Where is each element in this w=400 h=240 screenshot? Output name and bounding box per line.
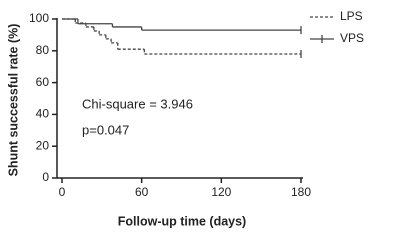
y-tick-label: 60 bbox=[36, 75, 50, 89]
y-tick-label: 80 bbox=[36, 43, 50, 57]
annotation: p=0.047 bbox=[82, 122, 129, 137]
y-axis-title: Shunt successful rate (%) bbox=[6, 24, 20, 177]
y-tick-label: 40 bbox=[36, 107, 50, 121]
x-tick-label: 180 bbox=[291, 185, 311, 199]
y-tick-label: 0 bbox=[42, 170, 49, 184]
x-tick-label: 120 bbox=[211, 185, 231, 199]
x-tick-label: 0 bbox=[59, 185, 66, 199]
legend-label: VPS bbox=[340, 31, 364, 45]
x-tick-label: 60 bbox=[135, 185, 149, 199]
y-tick-label: 100 bbox=[29, 11, 49, 25]
y-tick-label: 20 bbox=[36, 138, 50, 152]
legend-label: LPS bbox=[340, 9, 363, 23]
x-axis-title: Follow-up time (days) bbox=[118, 214, 246, 228]
annotation: Chi-square = 3.946 bbox=[82, 96, 193, 111]
